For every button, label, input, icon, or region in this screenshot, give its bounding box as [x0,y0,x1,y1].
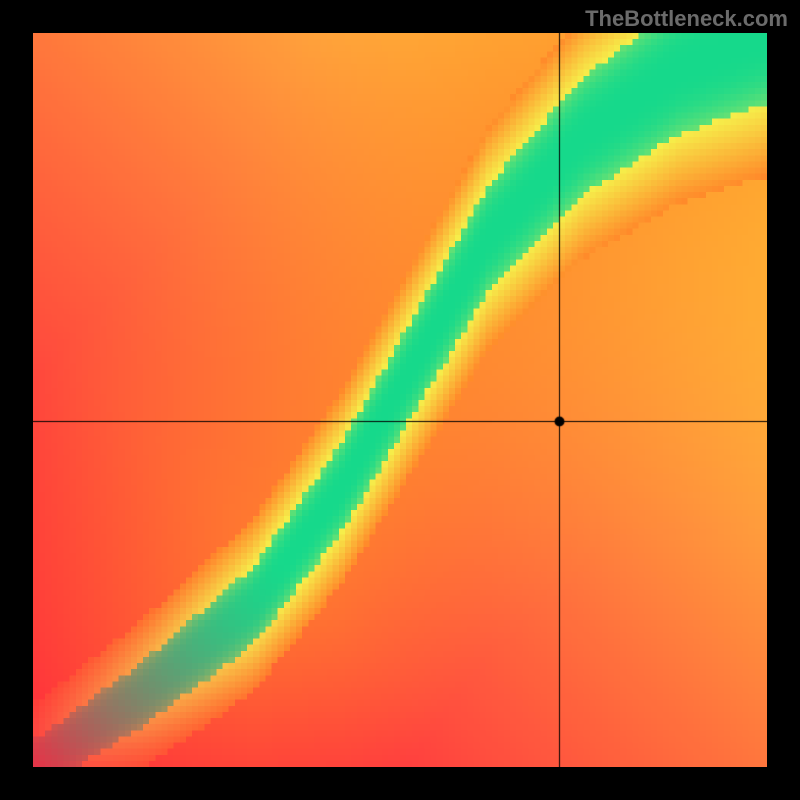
chart-container: TheBottleneck.com [0,0,800,800]
heatmap-canvas [33,33,767,767]
watermark-text: TheBottleneck.com [585,6,788,32]
